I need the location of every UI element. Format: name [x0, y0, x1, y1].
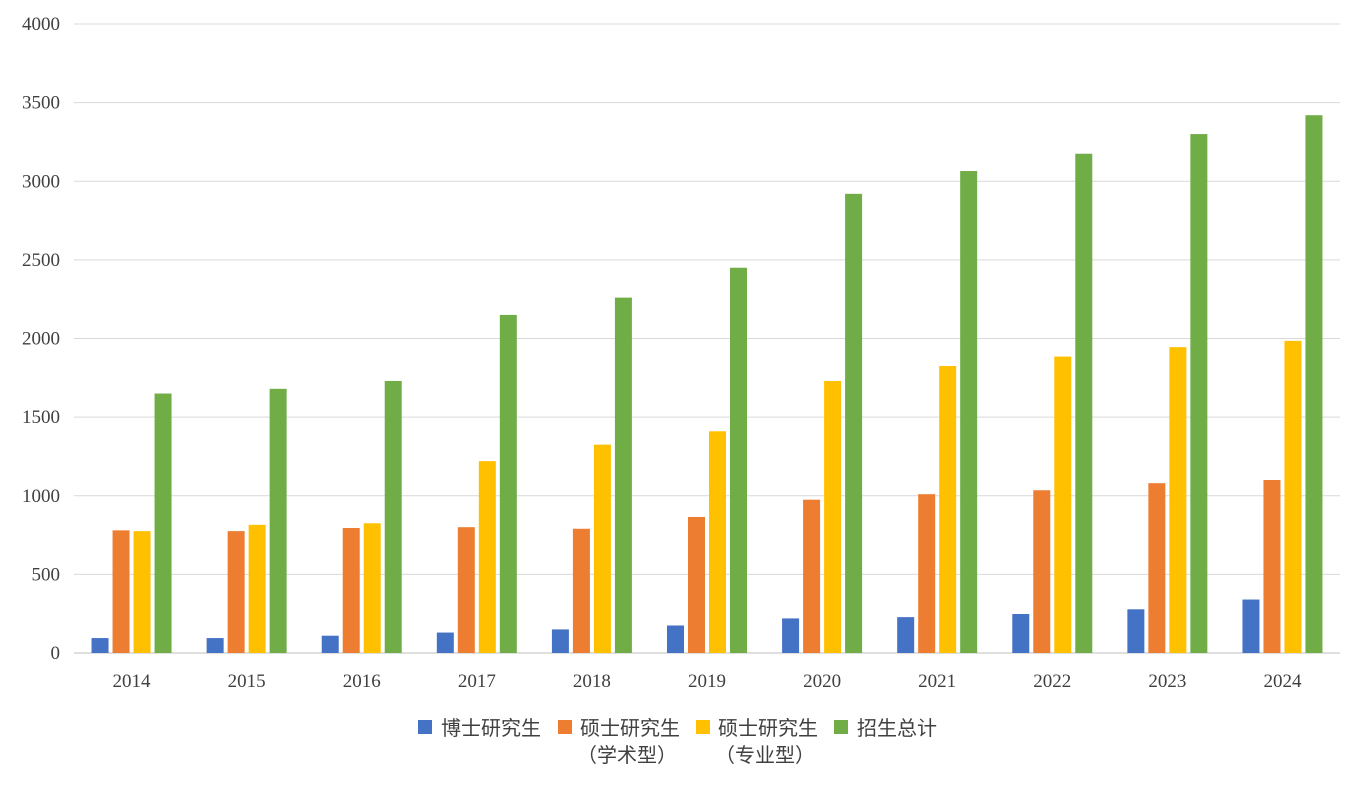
- bar-series1-2016: [321, 635, 339, 653]
- bar-series2-2023: [1148, 483, 1166, 653]
- bar-series1-2022: [1012, 614, 1030, 653]
- x-tick-label: 2014: [113, 671, 152, 692]
- bar-series3-2017: [478, 461, 496, 653]
- bar-series3-2022: [1054, 356, 1072, 653]
- bar-series4-2020: [845, 193, 863, 653]
- x-tick-label: 2022: [1033, 671, 1071, 692]
- y-tick-label: 500: [32, 564, 61, 585]
- bar-series3-2019: [709, 431, 726, 653]
- bar-series4-2024: [1305, 115, 1323, 653]
- bar-series3-2018: [593, 444, 611, 653]
- bar-series1-2018: [551, 629, 569, 653]
- bar-series2-2022: [1033, 490, 1051, 653]
- bar-series4-2019: [730, 267, 747, 653]
- legend-swatch: [834, 720, 848, 734]
- x-tick-label: 2024: [1263, 671, 1302, 692]
- y-tick-label: 3000: [22, 171, 60, 192]
- bar-series2-2016: [342, 527, 360, 653]
- x-tick-label: 2019: [688, 671, 726, 692]
- bar-series3-2016: [363, 523, 381, 653]
- bar-series2-2014: [112, 530, 130, 653]
- x-tick-label: 2021: [918, 671, 956, 692]
- y-tick-label: 3500: [22, 93, 60, 114]
- x-tick-label: 2017: [458, 671, 496, 692]
- bar-series2-2024: [1263, 480, 1281, 653]
- y-tick-label: 1000: [22, 486, 60, 507]
- bar-series2-2015: [227, 531, 245, 653]
- legend-label: 招生总计: [857, 717, 937, 740]
- bar-series1-2020: [782, 618, 800, 653]
- x-tick-label: 2018: [573, 671, 611, 692]
- bar-series2-2018: [572, 528, 590, 653]
- y-tick-label: 2000: [22, 329, 60, 350]
- bar-series3-2023: [1169, 347, 1187, 653]
- bar-series1-2015: [206, 638, 224, 653]
- legend-swatch: [558, 720, 572, 734]
- bar-series1-2019: [667, 625, 684, 653]
- legend-swatch: [696, 720, 710, 734]
- bar-series1-2021: [897, 617, 915, 653]
- x-tick-label: 2015: [228, 671, 266, 692]
- bar-series4-2018: [614, 297, 632, 653]
- y-tick-label: 2500: [22, 250, 60, 271]
- bar-series4-2017: [499, 314, 517, 653]
- bar-series1-2023: [1127, 609, 1145, 653]
- legend-label-line2: （专业型）: [715, 744, 815, 767]
- bar-series3-2024: [1284, 340, 1302, 653]
- bar-series4-2023: [1190, 134, 1208, 653]
- x-tick-label: 2020: [803, 671, 841, 692]
- bar-series1-2024: [1242, 599, 1260, 653]
- bar-series2-2017: [457, 527, 475, 653]
- legend-label: 硕士研究生: [718, 717, 818, 740]
- bar-series1-2017: [436, 632, 454, 653]
- bar-series4-2022: [1075, 153, 1093, 653]
- legend-label: 硕士研究生: [580, 717, 680, 740]
- bar-series2-2019: [688, 516, 705, 653]
- bar-series4-2014: [154, 393, 172, 653]
- bar-series4-2016: [384, 380, 402, 653]
- y-tick-label: 4000: [22, 14, 60, 35]
- bar-series1-2014: [91, 638, 109, 653]
- bar-series2-2020: [803, 499, 821, 653]
- y-tick-label: 0: [51, 643, 61, 664]
- bar-series3-2020: [824, 380, 842, 653]
- bar-series3-2014: [133, 531, 151, 653]
- legend-label-line2: （学术型）: [577, 744, 677, 767]
- bar-series3-2015: [248, 524, 266, 653]
- legend-swatch: [418, 720, 432, 734]
- bar-series3-2021: [939, 366, 957, 653]
- x-tick-label: 2016: [343, 671, 381, 692]
- bar-series4-2021: [960, 171, 978, 653]
- bar-series4-2015: [269, 388, 287, 653]
- bar-series2-2021: [918, 494, 936, 653]
- legend-label: 博士研究生: [441, 717, 541, 740]
- y-tick-label: 1500: [22, 407, 60, 428]
- x-tick-label: 2023: [1148, 671, 1186, 692]
